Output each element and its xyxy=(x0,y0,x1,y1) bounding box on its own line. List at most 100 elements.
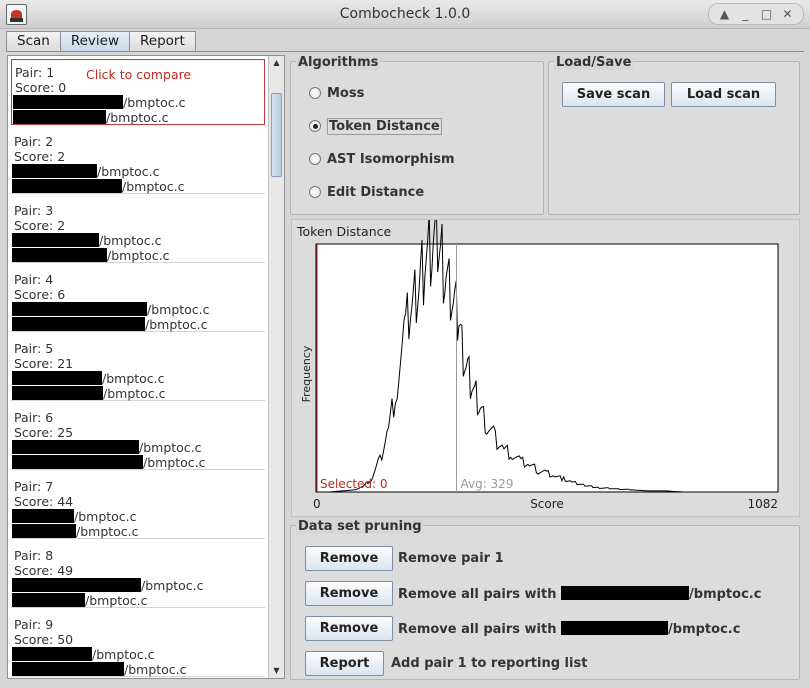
chart-title: Token Distance xyxy=(297,224,392,239)
pair-number: Pair: 9 xyxy=(14,617,54,632)
file-name: /bmptoc.c xyxy=(139,440,202,455)
pair-score: Score: 2 xyxy=(14,149,66,164)
file-name: /bmptoc.c xyxy=(99,233,162,248)
close-icon[interactable]: ✕ xyxy=(782,7,793,21)
pair-list-item[interactable]: Pair: 2 Score: 2/bmptoc.c/bmptoc.c xyxy=(11,128,265,194)
file-name: /bmptoc.c xyxy=(85,593,148,608)
pair-file-1: /bmptoc.c xyxy=(12,578,204,593)
loadsave-legend: Load/Save xyxy=(554,55,634,70)
file-name: /bmptoc.c xyxy=(76,524,139,539)
redacted-path xyxy=(12,386,103,400)
redacted-path xyxy=(12,317,145,331)
pair-number: Pair: 7 xyxy=(14,479,54,494)
pair-file-2: /bmptoc.c xyxy=(12,179,185,194)
pruning-text: Remove all pairs with xyxy=(398,622,557,637)
radio-moss[interactable]: Moss xyxy=(309,84,364,102)
plot-area xyxy=(315,243,779,493)
pruning-description: Remove all pairs with /bmptoc.c xyxy=(398,586,761,602)
remove-button[interactable]: Remove xyxy=(305,616,393,641)
pruning-description: Add pair 1 to reporting list xyxy=(391,656,587,671)
x-axis-label: Score xyxy=(530,497,564,511)
file-name: /bmptoc.c xyxy=(143,455,206,470)
file-name: /bmptoc.c xyxy=(106,110,169,125)
remove-button[interactable]: Remove xyxy=(305,581,393,606)
pair-list-item[interactable]: Pair: 3 Score: 2/bmptoc.c/bmptoc.c xyxy=(11,197,265,263)
y-axis-label: Frequency xyxy=(300,345,313,402)
app-icon[interactable] xyxy=(6,4,27,25)
file-name: /bmptoc.c xyxy=(124,662,187,677)
pair-list-item[interactable]: Pair: 1 Score: 0/bmptoc.c/bmptoc.c Click t… xyxy=(11,59,265,125)
file-name: /bmptoc.c xyxy=(74,509,137,524)
scroll-down-icon[interactable]: ▼ xyxy=(273,666,280,675)
file-name: /bmptoc.c xyxy=(102,371,165,386)
minimize-icon[interactable]: _ xyxy=(742,7,749,21)
pair-file-2: /bmptoc.c xyxy=(12,317,208,332)
pair-list-item[interactable]: Pair: 8 Score: 49/bmptoc.c/bmptoc.c xyxy=(11,542,265,608)
redacted-path xyxy=(12,302,147,316)
pair-score: Score: 25 xyxy=(14,425,74,440)
radio-ast-isomorphism[interactable]: AST Isomorphism xyxy=(309,150,455,168)
scroll-up-icon[interactable]: ▲ xyxy=(273,58,280,67)
shade-icon[interactable]: ▲ xyxy=(719,7,730,21)
pair-list-item[interactable]: Pair: 5 Score: 21/bmptoc.c/bmptoc.c xyxy=(11,335,265,401)
average-label: Avg: 329 xyxy=(460,477,513,491)
pair-file-2: /bmptoc.c xyxy=(12,386,166,401)
pair-score: Score: 21 xyxy=(14,356,74,371)
pair-score: Score: 44 xyxy=(14,494,74,509)
pair-number: Pair: 8 xyxy=(14,548,54,563)
pruning-text: Add pair 1 to reporting list xyxy=(391,656,588,671)
file-name: /bmptoc.c xyxy=(122,179,185,194)
window-title: Combocheck 1.0.0 xyxy=(339,6,471,22)
file-name: /bmptoc.c xyxy=(668,622,741,637)
pair-list-scrollbar[interactable]: ▲ ▼ xyxy=(268,56,284,678)
selected-label: Selected: 0 xyxy=(320,477,388,491)
radio-token-distance[interactable]: Token Distance xyxy=(309,117,442,135)
pair-number: Pair: 4 xyxy=(14,272,54,287)
file-name: /bmptoc.c xyxy=(103,386,166,401)
pruning-description: Remove all pairs with /bmptoc.c xyxy=(398,621,740,637)
radio-icon[interactable] xyxy=(309,186,321,198)
pruning-group: Data set pruning Remove Remove pair 1 Remo… xyxy=(290,519,800,680)
tab-divider xyxy=(6,51,804,52)
redacted-path xyxy=(12,509,74,523)
radio-label-token-distance: Token Distance xyxy=(327,117,442,135)
tab-report[interactable]: Report xyxy=(129,31,196,51)
file-name: /bmptoc.c xyxy=(92,647,155,662)
radio-edit-distance[interactable]: Edit Distance xyxy=(309,183,424,201)
radio-selected-icon[interactable] xyxy=(309,120,321,132)
histogram-svg[interactable]: Selected: 0 Avg: 329 0 1082 Score Frequency xyxy=(292,220,801,518)
pruning-legend: Data set pruning xyxy=(296,519,424,534)
pair-list-item[interactable]: Pair: 6 Score: 25/bmptoc.c/bmptoc.c xyxy=(11,404,265,470)
pair-file-2: /bmptoc.c xyxy=(12,455,206,470)
redacted-path xyxy=(12,593,85,607)
pair-score: Score: 2 xyxy=(14,218,66,233)
save-scan-button[interactable]: Save scan xyxy=(562,82,665,107)
window-controls: ▲ _ □ ✕ xyxy=(708,3,804,25)
pair-list-item[interactable]: Pair: 4 Score: 6/bmptoc.c/bmptoc.c xyxy=(11,266,265,332)
tab-review[interactable]: Review xyxy=(59,31,130,51)
report-button[interactable]: Report xyxy=(305,651,384,676)
algorithms-group: Algorithms Moss Token Distance AST Isomo… xyxy=(290,55,544,215)
pair-file-1: /bmptoc.c xyxy=(12,647,155,662)
redacted-path xyxy=(12,578,141,592)
redacted-path xyxy=(12,647,92,661)
x-tick-label: 1082 xyxy=(747,497,778,511)
pair-list-item[interactable]: Pair: 7 Score: 44/bmptoc.c/bmptoc.c xyxy=(11,473,265,539)
file-name: /bmptoc.c xyxy=(97,164,160,179)
redacted-path xyxy=(561,586,690,600)
pair-list[interactable]: Pair: 1 Score: 0/bmptoc.c/bmptoc.c Click t… xyxy=(7,55,285,679)
tab-scan[interactable]: Scan xyxy=(6,31,61,51)
scroll-thumb[interactable] xyxy=(271,93,282,177)
tab-bar: Scan Review Report xyxy=(6,31,196,51)
pair-list-item[interactable]: Pair: 9 Score: 50/bmptoc.c/bmptoc.c xyxy=(11,611,265,677)
algorithms-legend: Algorithms xyxy=(296,55,381,70)
load-scan-button[interactable]: Load scan xyxy=(671,82,776,107)
remove-button[interactable]: Remove xyxy=(305,546,393,571)
click-to-compare-hint: Click to compare xyxy=(86,67,192,82)
maximize-icon[interactable]: □ xyxy=(760,7,773,21)
x-tick-label: 0 xyxy=(313,497,321,511)
radio-icon[interactable] xyxy=(309,87,321,99)
token-distance-chart: Token Distance Selected: 0 Avg: 329 0 1082 S… xyxy=(291,219,800,517)
radio-icon[interactable] xyxy=(309,153,321,165)
loadsave-group: Load/Save Save scan Load scan xyxy=(548,55,800,215)
